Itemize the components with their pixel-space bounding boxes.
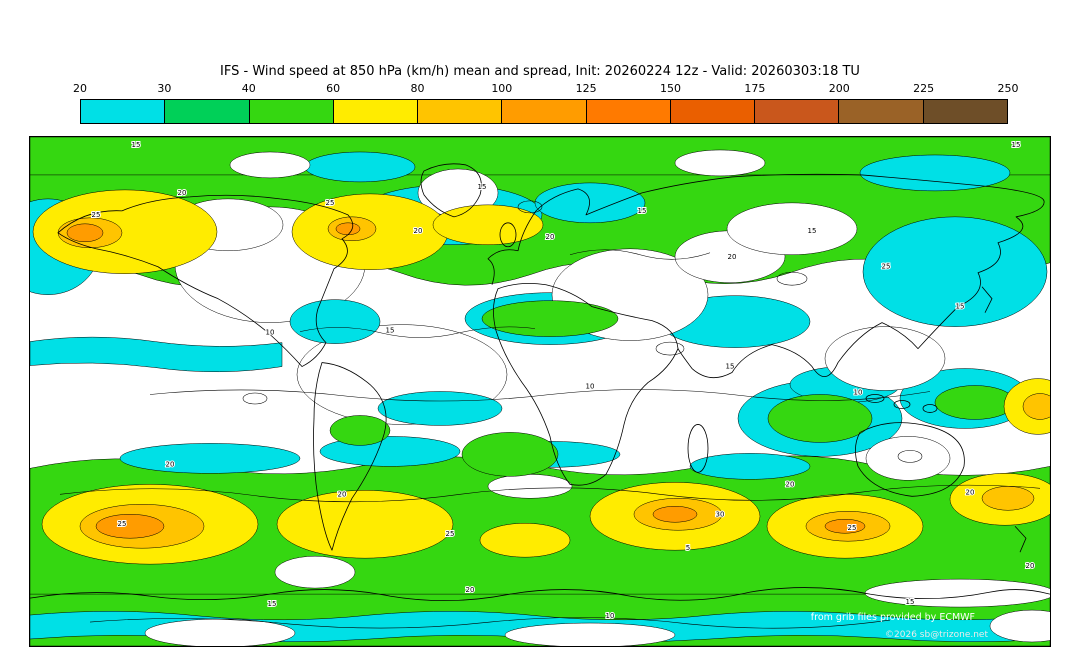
contour-label: 15	[956, 303, 965, 311]
contour-label: 25	[92, 211, 101, 219]
colorbar-segment	[164, 100, 249, 123]
contour-label: 15	[808, 227, 817, 235]
colorbar-tick-row: 20 30 40 60 80 100 125 150 175 200 225 250	[73, 82, 1019, 97]
contour-label: 20	[466, 586, 475, 594]
contour-label: 15	[726, 363, 735, 371]
colorbar-segment	[81, 100, 165, 123]
colorbar-tick-label: 60	[326, 82, 341, 95]
contour-label: 25	[848, 524, 857, 532]
contour-label: 25	[118, 520, 127, 528]
contour-label: 10	[854, 389, 863, 397]
colorbar-tick-label: 225	[913, 82, 935, 95]
colorbar-tick-label: 150	[660, 82, 682, 95]
colorbar-segment	[501, 100, 586, 123]
colorbar-segment	[838, 100, 923, 123]
contour-label: 25	[446, 530, 455, 538]
attribution-ecmwf: from grib files provided by ECMWF	[811, 612, 975, 623]
contour-label: 15	[132, 141, 141, 149]
contour-label: 20	[1026, 562, 1035, 570]
wind-field-cyan-over	[30, 299, 811, 480]
map: 15 15 20 25 25 20 15 20 15 20 15 25 15 10 15 10 15 10 20 25…	[29, 136, 1051, 647]
colorbar-tick-label: 200	[828, 82, 850, 95]
colorbar-segment	[922, 100, 1007, 123]
contour-label: 15	[268, 600, 277, 608]
contour-label: 25	[326, 199, 335, 207]
contour-label: 20	[178, 189, 187, 197]
wind-field-orange	[57, 216, 1050, 549]
contour-label: 10	[266, 329, 275, 337]
contour-label: 20	[338, 490, 347, 498]
colorbar-tick-label: 30	[157, 82, 172, 95]
coastlines	[30, 163, 1050, 602]
colorbar-tick-label: 100	[491, 82, 513, 95]
chart-title: IFS - Wind speed at 850 hPa (km/h) mean …	[220, 64, 860, 79]
contour-label: 20	[546, 233, 555, 241]
contour-label: 15	[478, 183, 487, 191]
colorbar: 20 30 40 60 80 100 125 150 175 200 225 250	[73, 82, 1019, 124]
colorbar-tick-label: 40	[241, 82, 256, 95]
attribution: from grib files provided by ECMWF ©2026 …	[811, 612, 989, 640]
colorbar-segment	[332, 100, 418, 123]
attribution-copyright: ©2026 sb@trizone.net	[885, 630, 988, 640]
colorbar-segment	[417, 100, 502, 123]
contour-label: 20	[966, 488, 975, 496]
contour-labels: 15 15 20 25 25 20 15 20 15 20 15 25 15 10 15 10 15 10 20 25…	[91, 140, 1036, 621]
contour-label: 20	[414, 227, 423, 235]
wind-field-green-patches	[329, 300, 1016, 477]
contour-label: 15	[906, 598, 915, 606]
colorbar-bar	[80, 99, 1008, 124]
colorbar-tick-label: 125	[575, 82, 597, 95]
colorbar-segment	[669, 100, 755, 123]
contour-label: 15	[1012, 141, 1021, 149]
contour-label: 15	[386, 327, 395, 335]
colorbar-segment	[585, 100, 670, 123]
world-map-svg: 15 15 20 25 25 20 15 20 15 20 15 25 15 10 15 10 15 10 20 25…	[30, 137, 1050, 646]
contour-label: 20	[786, 480, 795, 488]
contour-label: 25	[882, 263, 891, 271]
colorbar-segment	[754, 100, 839, 123]
contour-label: 20	[728, 253, 737, 261]
contour-label: 5	[686, 544, 690, 552]
contour-lines	[59, 200, 1041, 629]
contour-label: 20	[166, 460, 175, 468]
colorbar-tick-label: 175	[744, 82, 766, 95]
contour-label: 10	[606, 612, 615, 620]
contour-label: 30	[716, 510, 725, 518]
colorbar-segment	[248, 100, 333, 123]
colorbar-tick-label: 250	[997, 82, 1019, 95]
contour-label: 15	[638, 207, 647, 215]
colorbar-tick-label: 80	[410, 82, 425, 95]
colorbar-tick-label: 20	[73, 82, 87, 95]
contour-label: 10	[586, 383, 595, 391]
